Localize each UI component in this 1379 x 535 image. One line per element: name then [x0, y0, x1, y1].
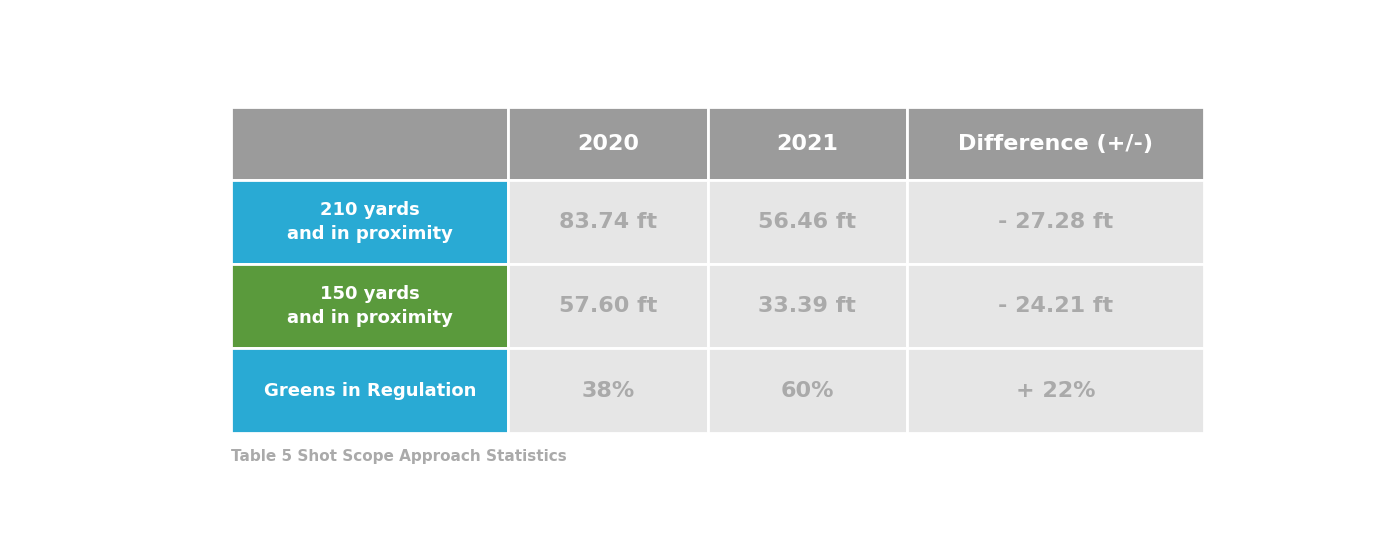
Text: Greens in Regulation: Greens in Regulation — [263, 381, 476, 400]
Bar — [509, 264, 707, 348]
Text: Table 5 Shot Scope Approach Statistics: Table 5 Shot Scope Approach Statistics — [232, 449, 567, 464]
Text: 38%: 38% — [582, 381, 634, 401]
Bar — [707, 108, 907, 180]
Text: 210 yards
and in proximity: 210 yards and in proximity — [287, 201, 452, 242]
Text: 83.74 ft: 83.74 ft — [558, 212, 656, 232]
Text: 56.46 ft: 56.46 ft — [758, 212, 856, 232]
Bar — [509, 348, 707, 433]
Bar — [707, 264, 907, 348]
Text: - 27.28 ft: - 27.28 ft — [998, 212, 1113, 232]
Bar — [707, 180, 907, 264]
Text: 150 yards
and in proximity: 150 yards and in proximity — [287, 285, 452, 327]
Bar — [707, 348, 907, 433]
Text: + 22%: + 22% — [1015, 381, 1095, 401]
Bar — [907, 348, 1204, 433]
Text: 33.39 ft: 33.39 ft — [758, 296, 856, 316]
Bar — [232, 180, 509, 264]
Text: 60%: 60% — [781, 381, 834, 401]
Text: 2020: 2020 — [576, 134, 638, 154]
Text: - 24.21 ft: - 24.21 ft — [998, 296, 1113, 316]
Bar — [232, 108, 509, 180]
Text: Difference (+/-): Difference (+/-) — [958, 134, 1153, 154]
Bar — [509, 108, 707, 180]
Bar — [232, 264, 509, 348]
Text: 2021: 2021 — [776, 134, 838, 154]
Bar — [907, 180, 1204, 264]
Bar — [232, 348, 509, 433]
Bar — [907, 264, 1204, 348]
Bar — [907, 108, 1204, 180]
Bar — [509, 180, 707, 264]
Text: 57.60 ft: 57.60 ft — [558, 296, 658, 316]
